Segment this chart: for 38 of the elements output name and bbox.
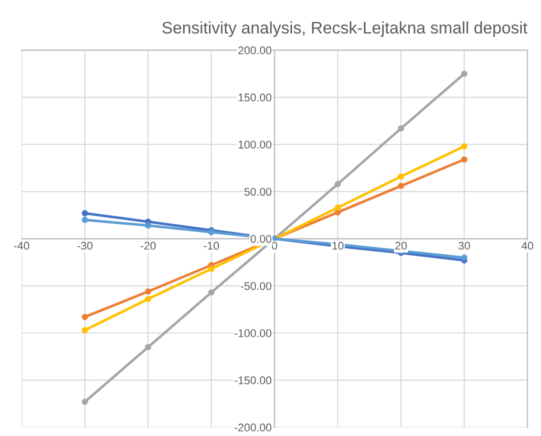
- y-tick-label: -200.00: [234, 424, 272, 432]
- point: [82, 327, 88, 334]
- y-tick-label: 200.00: [238, 46, 272, 54]
- point: [144, 296, 152, 302]
- point: [398, 125, 404, 132]
- point: [461, 70, 468, 77]
- point: [82, 398, 88, 405]
- point: [144, 222, 152, 229]
- point: [82, 216, 88, 223]
- y-tick-label: 100.00: [238, 140, 272, 149]
- x-tick-label: 10: [332, 242, 344, 250]
- point: [461, 156, 468, 163]
- point: [208, 289, 214, 296]
- y-tick-label: 150.00: [238, 94, 272, 102]
- point: [144, 288, 152, 295]
- y-tick-label: 50.00: [244, 188, 272, 196]
- x-tick-label: 40: [522, 242, 534, 250]
- point: [398, 182, 404, 190]
- point: [461, 254, 468, 261]
- point: [398, 173, 404, 180]
- x-tick-label: -20: [140, 242, 156, 250]
- y-tick-label: -150.00: [234, 376, 272, 384]
- x-tick-label: 20: [395, 242, 407, 250]
- point: [82, 314, 88, 320]
- x-tick-label: -10: [204, 242, 219, 250]
- chart-title: Sensitivity analysis, Recsk-Lejtakna small deposit: [162, 21, 528, 37]
- point: [144, 344, 152, 350]
- point: [334, 180, 341, 188]
- x-tick-label: -30: [77, 242, 92, 250]
- y-tick-label: -50.00: [240, 282, 272, 290]
- x-tick-label: -40: [14, 242, 30, 250]
- point: [208, 266, 214, 272]
- x-tick-label: 30: [458, 242, 470, 250]
- point: [334, 204, 341, 211]
- y-tick-label: 0.00: [250, 234, 272, 243]
- point: [461, 143, 468, 150]
- point: [82, 210, 88, 216]
- y-tick-label: -100.00: [234, 329, 272, 338]
